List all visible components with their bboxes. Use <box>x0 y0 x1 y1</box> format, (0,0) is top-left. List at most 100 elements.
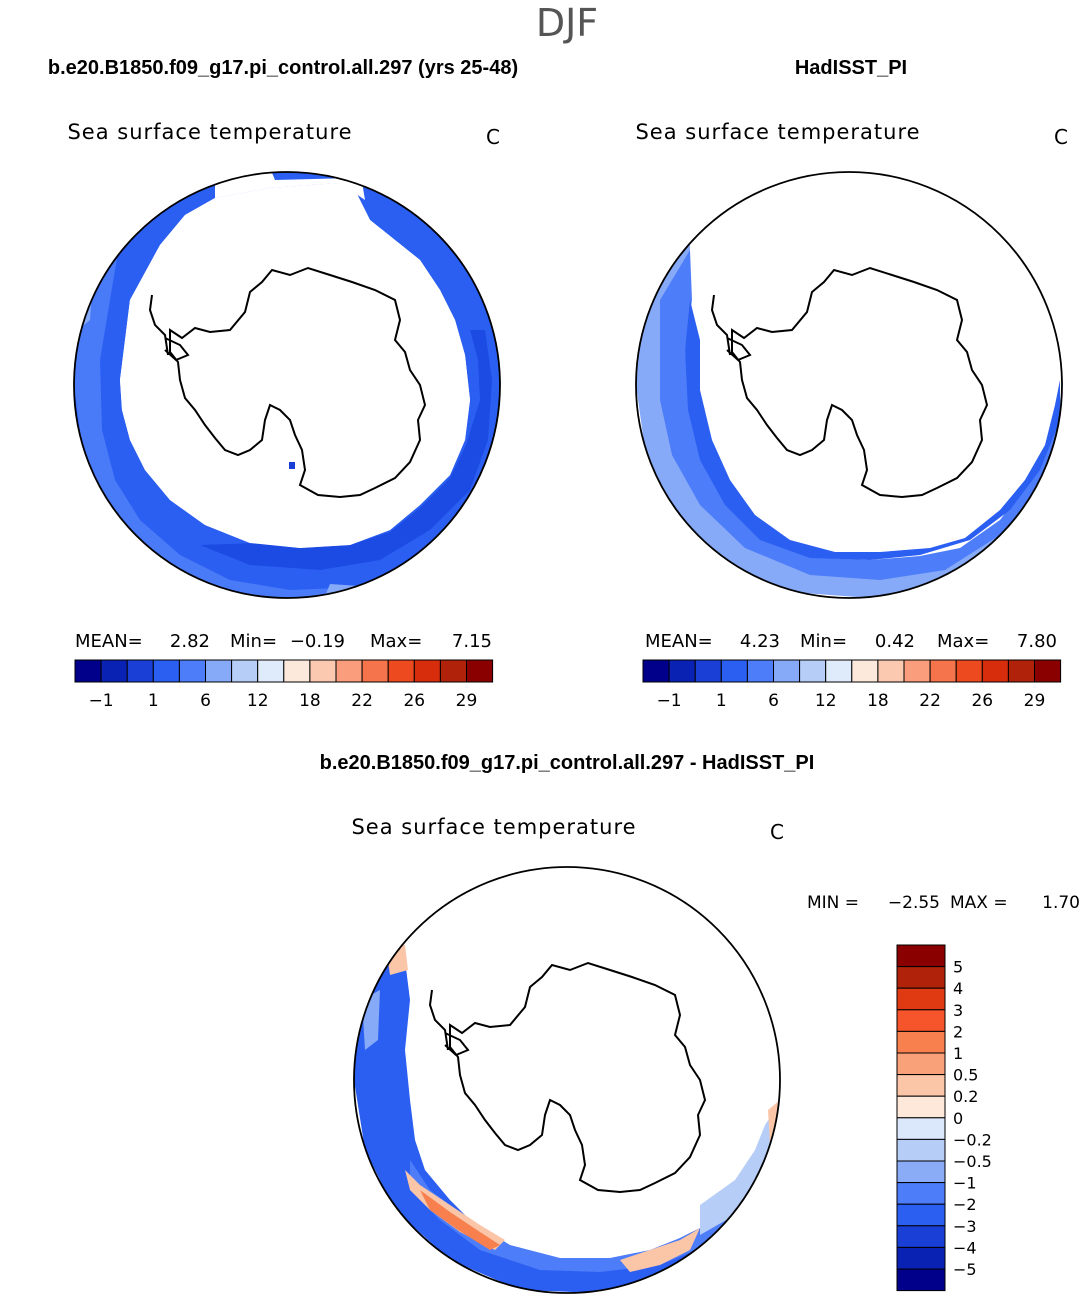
diff-colorbar-swatch <box>896 1030 946 1054</box>
model-colorbar-tick-label: −1 <box>89 691 114 711</box>
obs-stats: MEAN= 4.23 Min= 0.42 Max= 7.80 <box>645 631 1057 652</box>
diff-colorbar-swatch <box>896 1182 946 1205</box>
model-colorbar-swatch <box>439 659 467 683</box>
diff-colorbar-swatch <box>896 1160 946 1184</box>
model-colorbar-swatch <box>74 659 102 683</box>
model-colorbar-tick-label: 22 <box>351 691 373 711</box>
diff-min-value: −2.55 <box>888 893 940 913</box>
diff-colorbar-swatch <box>896 1074 946 1097</box>
obs-colorbar-swatch <box>746 659 775 683</box>
diff-antarctica-coastline <box>449 961 707 1194</box>
diff-colorbar-swatch <box>896 1203 946 1227</box>
obs-sst-map <box>635 171 1063 599</box>
obs-units-label: C <box>1054 125 1068 149</box>
obs-colorbar-tick-label: 1 <box>716 691 727 711</box>
obs-colorbar-swatch <box>720 659 748 683</box>
obs-colorbar-swatch <box>851 659 879 683</box>
model-colorbar-tick-label: 1 <box>148 691 159 711</box>
obs-colorbar-swatch <box>825 659 853 683</box>
diff-colorbar-tick-label: 0.2 <box>953 1087 978 1106</box>
obs-antarctica-coastline <box>731 266 989 499</box>
diff-colorbar-swatch <box>896 1225 946 1248</box>
model-colorbar-swatch <box>361 659 389 683</box>
model-colorbar-swatch <box>205 659 233 683</box>
diff-positive-anomaly-west <box>405 1170 505 1250</box>
diff-colorbar-swatch <box>896 1095 946 1119</box>
diff-colorbar-swatch <box>896 1117 946 1140</box>
diff-colorbar-swatch <box>896 1268 946 1292</box>
model-antarctica-coastline <box>169 266 427 499</box>
model-colorbar-swatch <box>178 659 206 683</box>
diff-colorbar: 5 4 3 2 1 0.5 0.2 0 −0.2 −0.5 −1 −2 −3 −4 −5 <box>896 944 992 1292</box>
diff-units-label: C <box>770 820 784 844</box>
obs-max-label: Max= <box>937 631 989 652</box>
model-colorbar-swatch <box>283 659 311 683</box>
model-inner-band <box>200 330 492 570</box>
obs-colorbar-tick-label: −1 <box>657 691 682 711</box>
model-colorbar-swatch <box>152 659 180 683</box>
model-colorbar-swatch <box>466 659 494 683</box>
model-min-value: −0.19 <box>290 631 345 652</box>
model-colorbar-swatch <box>100 659 128 683</box>
diff-colorbar-swatch <box>896 1138 946 1162</box>
diff-colorbar-swatch <box>896 1246 946 1270</box>
obs-mean-value: 4.23 <box>740 631 780 652</box>
diff-case-title: b.e20.B1850.f09_g17.pi_control.all.297 -… <box>320 752 815 774</box>
diff-colorbar-tick-label: 5 <box>953 958 963 977</box>
model-colorbar-swatch <box>387 659 415 683</box>
diff-sst-map <box>353 866 781 1294</box>
obs-outer-band <box>636 230 1062 598</box>
model-max-label: Max= <box>370 631 422 652</box>
model-sst-map <box>73 171 501 599</box>
diff-colorbar-tick-label: 3 <box>953 1001 963 1020</box>
obs-colorbar-swatch <box>929 659 957 683</box>
obs-colorbar-swatch <box>955 659 983 683</box>
obs-colorbar-swatch <box>694 659 722 683</box>
model-colorbar-tick-label: 18 <box>299 691 321 711</box>
obs-colorbar-swatch <box>668 659 696 683</box>
model-case-title: b.e20.B1850.f09_g17.pi_control.all.297 (… <box>48 57 518 79</box>
obs-colorbar-tick-label: 18 <box>867 691 889 711</box>
diff-colorbar-tick-label: −3 <box>953 1217 977 1236</box>
obs-colorbar-swatch <box>773 659 801 683</box>
diff-max-label: MAX = <box>950 893 1008 913</box>
obs-min-label: Min= <box>800 631 847 652</box>
obs-colorbar-tick-label: 6 <box>768 691 779 711</box>
obs-colorbar-swatch <box>981 659 1009 683</box>
diff-colorbar-swatch <box>896 1052 946 1076</box>
diff-colorbar-tick-label: 4 <box>953 979 963 998</box>
model-colorbar: −1 1 6 12 18 22 26 29 <box>74 659 494 711</box>
diff-colorbar-tick-label: 0 <box>953 1109 963 1128</box>
obs-colorbar-tick-label: 22 <box>919 691 941 711</box>
obs-colorbar-tick-label: 29 <box>1024 691 1046 711</box>
model-sea-ice-area <box>120 183 470 548</box>
diff-colorbar-tick-label: −0.2 <box>953 1130 992 1149</box>
diff-colorbar-tick-label: 2 <box>953 1022 963 1041</box>
model-colorbar-tick-label: 12 <box>247 691 269 711</box>
obs-case-title: HadISST_PI <box>795 57 907 79</box>
model-max-value: 7.15 <box>452 631 492 652</box>
diff-colorbar-swatch <box>896 987 946 1011</box>
model-stats: MEAN= 2.82 Min= −0.19 Max= 7.15 <box>75 631 492 652</box>
model-colorbar-tick-label: 6 <box>200 691 211 711</box>
obs-colorbar-tick-label: 12 <box>815 691 837 711</box>
diff-colorbar-tick-label: −1 <box>953 1174 977 1193</box>
diff-stats: MIN = −2.55 MAX = 1.70 <box>807 893 1080 913</box>
obs-colorbar-swatch <box>642 659 670 683</box>
obs-mean-label: MEAN= <box>645 631 713 652</box>
model-colorbar-swatch <box>413 659 441 683</box>
obs-colorbar-swatch <box>1007 659 1036 683</box>
obs-max-value: 7.80 <box>1017 631 1057 652</box>
diff-variable-label: Sea surface temperature <box>351 815 636 839</box>
model-units-label: C <box>486 125 500 149</box>
diff-colorbar-tick-label: −0.5 <box>953 1152 992 1171</box>
diff-max-value: 1.70 <box>1042 893 1080 913</box>
model-min-label: Min= <box>230 631 277 652</box>
obs-colorbar-swatch <box>903 659 931 683</box>
obs-colorbar-swatch <box>877 659 905 683</box>
diff-colorbar-swatch <box>896 1009 946 1032</box>
diff-colorbar-tick-label: −2 <box>953 1195 977 1214</box>
obs-colorbar: −1 1 6 12 18 22 26 29 <box>642 659 1062 711</box>
obs-min-value: 0.42 <box>875 631 915 652</box>
